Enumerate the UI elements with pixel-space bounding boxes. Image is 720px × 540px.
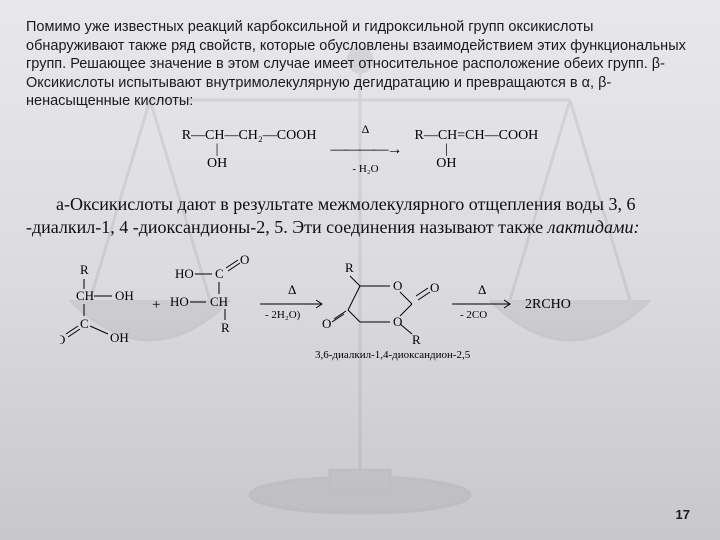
arrow-2b: Δ - 2CO: [452, 282, 510, 321]
svg-text:O: O: [393, 278, 402, 293]
product-oh: OH: [436, 156, 456, 171]
svg-text:O: O: [60, 332, 65, 347]
product-bond: |: [445, 142, 448, 157]
svg-text:O: O: [430, 280, 439, 295]
svg-text:HO: HO: [170, 294, 189, 309]
product-1: R—CH=CH—COOH | OH: [414, 129, 538, 171]
arrow-line: ————→: [330, 141, 400, 158]
svg-text:Δ: Δ: [478, 282, 486, 297]
svg-text:CH: CH: [76, 288, 94, 303]
reactant-right: HO C O CH R HO: [170, 254, 249, 335]
arrow-water: - H₂O: [352, 163, 378, 175]
reactant-1: R—CH—CH₂—COOH | OH: [182, 129, 317, 171]
svg-text:OH: OH: [110, 330, 129, 345]
svg-text:Δ: Δ: [288, 282, 296, 297]
paragraph-2: а-Оксикислоты дают в результате межмолек…: [26, 193, 694, 240]
svg-text:C: C: [80, 316, 89, 331]
arrow-2a: Δ - 2H₂O): [260, 282, 322, 321]
reactant-left: R CH OH C O OH: [60, 262, 134, 347]
svg-text:HO: HO: [175, 266, 194, 281]
svg-text:CH: CH: [210, 294, 228, 309]
reactant-chain: R—CH—CH₂—COOH: [182, 128, 317, 143]
reaction-2-svg: R CH OH C O OH + HO C O CH: [60, 254, 660, 364]
svg-text:- 2CO: - 2CO: [460, 309, 487, 321]
svg-text:OH: OH: [115, 288, 134, 303]
reactant-bond: |: [216, 142, 219, 157]
reactant-oh: OH: [207, 156, 227, 171]
lactide-caption: 3,6-диалкил-1,4-диоксандион-2,5: [315, 349, 471, 361]
page-number: 17: [676, 507, 690, 522]
final-product: 2RCHO: [525, 297, 571, 312]
svg-text:O: O: [240, 254, 249, 267]
svg-text:O: O: [322, 316, 331, 331]
arrow-1: Δ ————→ - H₂O: [330, 125, 400, 175]
para2-italic: лактидами:: [548, 217, 640, 237]
reaction-1: R—CH—CH₂—COOH | OH Δ ————→ - H₂O R—CH=CH…: [26, 125, 694, 175]
arrow-delta: Δ: [362, 122, 370, 136]
plus-sign: +: [152, 297, 160, 313]
svg-text:R: R: [221, 320, 230, 335]
reaction-2: R CH OH C O OH + HO C O CH: [26, 254, 694, 369]
para2-prefix: а-Оксикислоты дают в результате межмолек…: [26, 194, 636, 237]
svg-text:R: R: [80, 262, 89, 277]
product-chain: R—CH=CH—COOH: [414, 128, 538, 143]
svg-text:R: R: [345, 260, 354, 275]
svg-text:C: C: [215, 266, 224, 281]
svg-text:O: O: [393, 314, 402, 329]
svg-text:- 2H₂O): - 2H₂O): [265, 309, 301, 321]
lactide: R O O O O R: [322, 260, 439, 347]
svg-text:R: R: [412, 332, 421, 347]
slide-content: Помимо уже известных реакций карбоксильн…: [0, 0, 720, 383]
paragraph-1: Помимо уже известных реакций карбоксильн…: [26, 18, 694, 111]
